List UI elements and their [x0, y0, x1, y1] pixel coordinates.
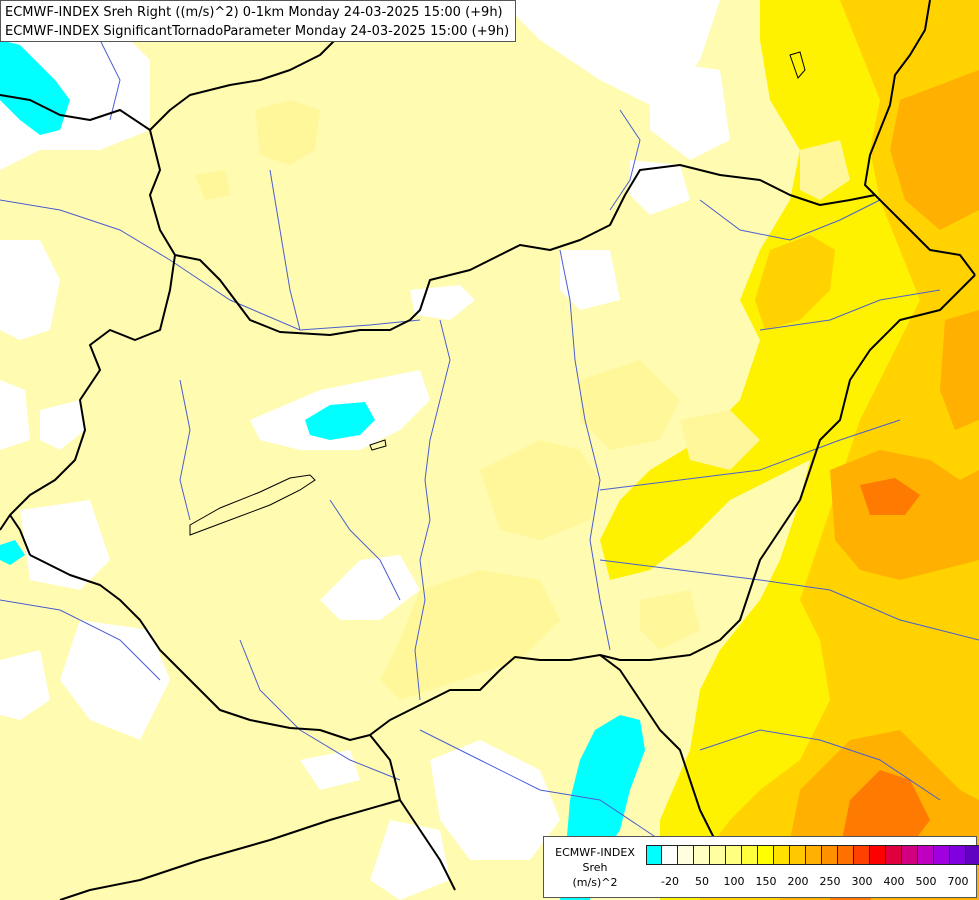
legend-source: ECMWF-INDEX [555, 846, 635, 859]
legend-tick-label: 250 [819, 875, 841, 888]
legend-swatch [934, 845, 950, 865]
title-line-stp: ECMWF-INDEX SignificantTornadoParameter … [5, 24, 510, 39]
color-legend: ECMWF-INDEX Sreh (m/s)^2 -20 50 100 150 200 2… [543, 836, 979, 898]
legend-tick-label: 700 [947, 875, 969, 888]
legend-tick-label: 400 [883, 875, 905, 888]
legend-swatch [790, 845, 806, 865]
legend-swatch [694, 845, 710, 865]
legend-tick-label: 150 [755, 875, 777, 888]
legend-swatch [966, 845, 979, 865]
legend-label: ECMWF-INDEX Sreh (m/s)^2 [550, 845, 640, 890]
yellow-pockets [640, 140, 850, 650]
light-yellow-areas [195, 100, 680, 700]
title-line-sreh: ECMWF-INDEX Sreh Right ((m/s)^2) 0-1km M… [5, 5, 503, 20]
legend-unit: (m/s)^2 [572, 876, 618, 889]
legend-swatch [662, 845, 678, 865]
legend-swatch [870, 845, 886, 865]
legend-swatch [806, 845, 822, 865]
legend-swatch [950, 845, 966, 865]
legend-swatch [774, 845, 790, 865]
rivers [0, 39, 979, 891]
legend-swatch [758, 845, 774, 865]
legend-tick-label: 100 [723, 875, 745, 888]
gold-area [700, 0, 979, 900]
lakes [189, 51, 806, 536]
legend-swatch [742, 845, 758, 865]
legend-variable: Sreh [582, 861, 608, 874]
legend-swatch [918, 845, 934, 865]
legend-swatch [902, 845, 918, 865]
legend-swatch [854, 845, 870, 865]
legend-swatch [646, 845, 662, 865]
legend-swatches [646, 845, 979, 865]
legend-swatch [822, 845, 838, 865]
legend-swatch [838, 845, 854, 865]
legend-swatch [678, 845, 694, 865]
legend-swatch [710, 845, 726, 865]
gold-area-west [755, 235, 835, 330]
legend-ticks: -20 50 100 150 200 250 300 400 500 700 [646, 875, 968, 889]
legend-tick-label: 500 [915, 875, 937, 888]
legend-swatch [886, 845, 902, 865]
map-title-box: ECMWF-INDEX Sreh Right ((m/s)^2) 0-1km M… [0, 0, 516, 42]
legend-tick-label: 300 [851, 875, 873, 888]
legend-swatch [726, 845, 742, 865]
legend-tick-label: -20 [661, 875, 679, 888]
legend-tick-label: 200 [787, 875, 809, 888]
legend-tick-label: 50 [695, 875, 709, 888]
